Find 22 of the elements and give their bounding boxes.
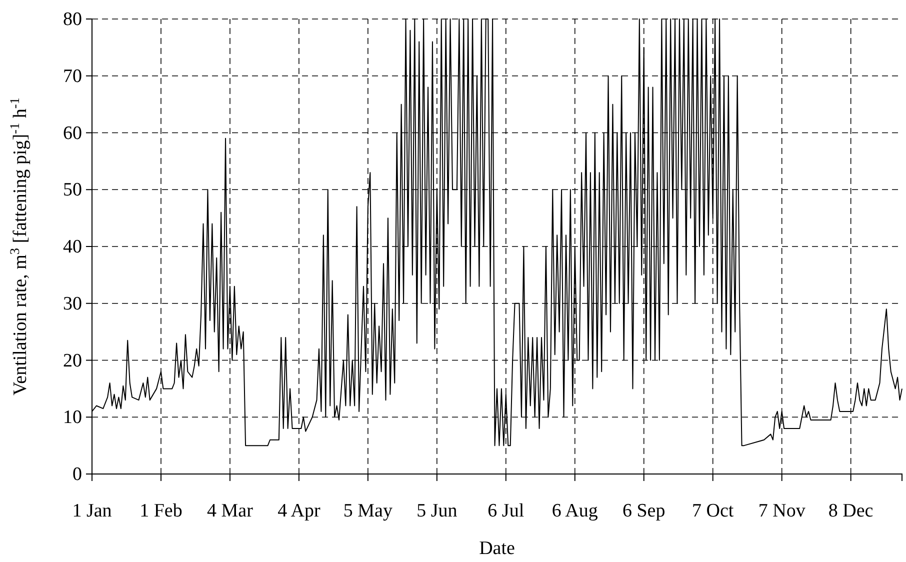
x-tick-label: 6 Aug [552,500,598,522]
y-tick-label: 0 [72,464,82,486]
x-tick-label: 4 Mar [207,500,254,522]
x-tick-label: 7 Oct [692,500,734,522]
x-tick-label: 6 Sep [622,500,666,522]
y-tick-label: 60 [63,122,82,144]
x-tick-label: 4 Apr [278,500,321,522]
y-tick-label: 70 [63,66,82,87]
y-tick-label: 50 [63,180,82,201]
x-tick-label: 8 Dec [828,500,874,522]
x-tick-label: 6 Jul [488,500,524,522]
y-tick-label: 80 [63,9,82,30]
y-tick-label: 10 [63,407,82,428]
y-tick-label: 30 [63,293,82,314]
y-tick-label: 20 [63,350,82,372]
x-tick-label: 1 Feb [140,500,182,522]
x-tick-label: 7 Nov [758,500,806,522]
x-tick-label: 5 May [343,500,393,522]
x-tick-label: 5 Jun [416,500,458,522]
x-tick-label: 1 Jan [72,500,112,522]
x-axis-title: Date [479,538,515,559]
y-tick-label: 40 [63,236,82,258]
